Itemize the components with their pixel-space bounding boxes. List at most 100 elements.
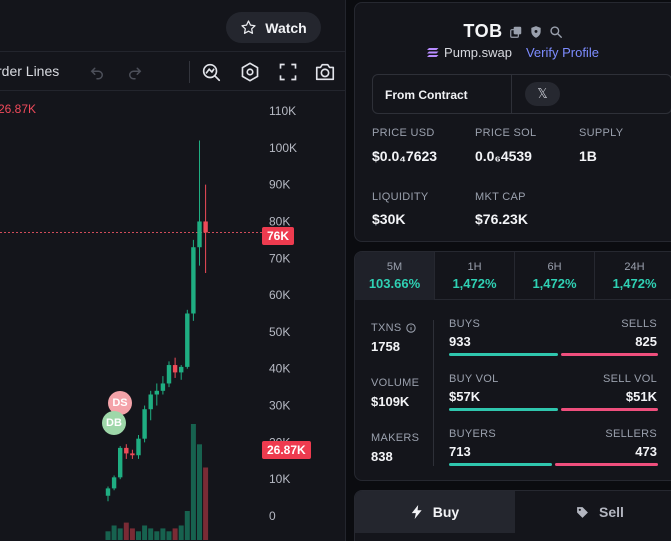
y-tick-label: 30K — [269, 399, 290, 413]
candle-body — [124, 447, 129, 454]
volume-bar — [178, 525, 184, 540]
volume-bar — [142, 525, 148, 540]
makers-label: MAKERS — [371, 432, 420, 444]
search-icon[interactable] — [549, 25, 563, 39]
candle-body — [185, 313, 190, 367]
volume-bar — [184, 511, 190, 540]
tab-5m-label: 5M — [386, 261, 403, 273]
price-sol-value: 0.0₆4539 — [475, 148, 532, 164]
transactions-panel: 5M 103.66% 1H 1,472% 6H 1,472% 24H 1,472… — [354, 251, 671, 481]
supply-value: 1B — [579, 148, 597, 164]
tab-24h[interactable]: 24H 1,472% — [595, 252, 671, 300]
sellers-label: SELLERS — [605, 428, 657, 440]
y-tick-label: 90K — [269, 178, 290, 192]
x-social-button[interactable]: 𝕏 — [525, 82, 560, 106]
top-price-label: 26.87K — [0, 102, 37, 116]
copy-icon[interactable] — [509, 25, 523, 39]
contract-divider — [511, 75, 512, 113]
tab-6h-label: 6H — [547, 261, 562, 273]
chart-toolbar: rder Lines — [0, 53, 346, 91]
candles — [105, 140, 208, 502]
candle-body — [130, 453, 135, 456]
volume-bar — [111, 525, 117, 540]
buy-vol-label: BUY VOL — [449, 373, 499, 385]
volume-bar — [154, 531, 160, 540]
dex-name: Pump.swap — [444, 45, 512, 60]
sells-value: 825 — [635, 334, 657, 349]
mktcap-label: MKT CAP — [475, 191, 526, 203]
y-tick-label: 110K — [269, 104, 296, 118]
candle-body — [105, 488, 111, 496]
candle-body — [197, 221, 202, 248]
info-icon[interactable] — [405, 323, 416, 333]
camera-icon[interactable] — [314, 61, 336, 83]
settings-hexagon-icon[interactable] — [239, 61, 261, 83]
y-tick-label: 0 — [269, 509, 276, 523]
tab-24h-label: 24H — [624, 261, 645, 273]
candle-body — [142, 409, 147, 439]
token-title: TOB — [355, 21, 671, 42]
fullscreen-icon[interactable] — [277, 61, 299, 83]
y-tick-label: 80K — [269, 214, 290, 228]
dex-badge[interactable]: Pump.swap — [427, 45, 512, 60]
tab-5m-change: 103.66% — [368, 276, 421, 291]
liquidity-label: LIQUIDITY — [372, 191, 429, 203]
tab-6h-change: 1,472% — [532, 276, 577, 291]
tab-5m[interactable]: 5M 103.66% — [355, 252, 435, 300]
mktcap-value: $76.23K — [475, 211, 528, 227]
candle-body — [166, 365, 172, 384]
token-subtitle: Pump.swap Verify Profile — [355, 45, 671, 60]
token-info-panel: TOB Pump.swap Verify Profile From Contra… — [354, 2, 671, 242]
buyers-bar — [449, 463, 552, 466]
buys-value: 933 — [449, 334, 471, 349]
volume-bar — [166, 531, 172, 540]
from-contract-label: From Contract — [385, 88, 468, 102]
candle-body — [136, 438, 141, 456]
buyers-value: 713 — [449, 444, 471, 459]
tab-1h-label: 1H — [467, 261, 482, 273]
watch-button[interactable]: Watch — [226, 12, 321, 43]
redo-icon[interactable] — [124, 61, 146, 83]
solana-icon — [427, 48, 439, 57]
tab-1h[interactable]: 1H 1,472% — [435, 252, 515, 300]
volume-bar — [172, 528, 178, 540]
txns-divider — [433, 320, 434, 466]
verify-profile-link[interactable]: Verify Profile — [525, 45, 599, 60]
txns-value: 1758 — [371, 339, 400, 354]
sellers-bar — [555, 463, 658, 466]
volume-bar — [136, 531, 141, 540]
shield-icon[interactable] — [529, 25, 543, 39]
volume-bar — [105, 531, 111, 540]
lightning-icon — [411, 505, 422, 519]
volume-bar — [129, 528, 135, 540]
contract-row: From Contract 𝕏 — [372, 74, 671, 114]
tab-6h[interactable]: 6H 1,472% — [515, 252, 595, 300]
volume-bar — [190, 424, 196, 540]
buy-label: Buy — [432, 504, 460, 520]
candle-body — [118, 447, 123, 478]
price-chart[interactable]: 110K100K90K80K70K60K50K40K30K20K10K0 — [0, 92, 346, 541]
dev-sell-marker[interactable]: DS — [108, 391, 132, 415]
price-sol-label: PRICE SOL — [475, 127, 537, 139]
buys-label: BUYS — [449, 318, 481, 330]
undo-icon[interactable] — [86, 61, 108, 83]
volume-bar — [148, 528, 154, 540]
chart-panel: Watch rder Lines 26.87K 110K 100K 90K 80K 70… — [0, 0, 346, 541]
sell-vol-label: SELL VOL — [603, 373, 657, 385]
indicators-icon[interactable] — [200, 61, 222, 83]
volume-bar — [123, 522, 129, 540]
order-lines-toggle[interactable]: rder Lines — [0, 63, 60, 79]
txns-label-wrap: TXNS — [371, 322, 416, 334]
volume-bars — [105, 424, 209, 540]
volume-bar — [160, 528, 166, 540]
candle-body — [148, 394, 153, 410]
buy-tab[interactable]: Buy — [355, 491, 515, 533]
y-tick-label: 50K — [269, 325, 290, 339]
dev-buy-marker[interactable]: DB — [102, 411, 126, 435]
sells-bar — [561, 353, 658, 356]
sell-tab[interactable]: Sell — [515, 491, 671, 533]
sellers-value: 473 — [635, 444, 657, 459]
chart-header: Watch — [0, 0, 346, 52]
txns-label: TXNS — [371, 322, 402, 334]
candle-body — [179, 366, 184, 373]
